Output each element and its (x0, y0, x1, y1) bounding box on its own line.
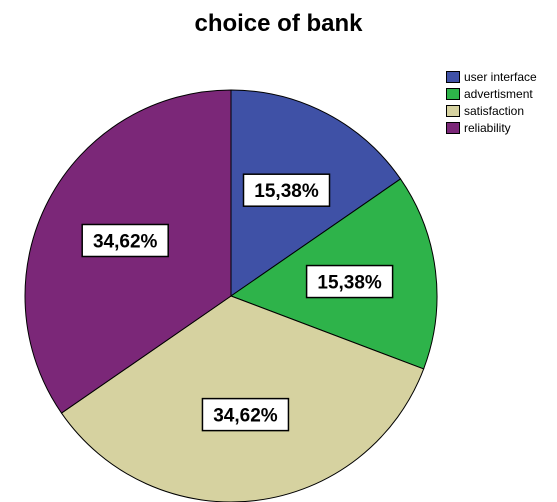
data-label-text: 15,38% (254, 181, 319, 202)
data-label-text: 34,62% (213, 406, 278, 427)
data-label-text: 34,62% (93, 231, 158, 252)
data-label: 15,38% (305, 264, 394, 299)
data-label-box (305, 264, 394, 299)
legend-label: advertisment (464, 86, 533, 101)
data-label-box (201, 397, 290, 432)
data-label-text: 15,38% (317, 273, 382, 294)
legend-item: user interface (446, 68, 557, 85)
data-label: 34,62% (81, 223, 169, 258)
legend-swatch (446, 104, 460, 117)
legend: user interface advertisment satisfaction… (446, 68, 557, 136)
data-label-box (242, 173, 331, 207)
legend-swatch (446, 121, 460, 134)
data-label: 15,38% (242, 173, 331, 207)
legend-label: satisfaction (464, 103, 525, 118)
data-label-box (81, 223, 169, 258)
data-label: 34,62% (201, 397, 290, 432)
legend-label: reliability (464, 120, 511, 135)
legend-item: reliability (446, 119, 557, 136)
legend-label: user interface (464, 69, 537, 84)
legend-swatch (446, 87, 460, 100)
legend-item: satisfaction (446, 102, 557, 119)
legend-item: advertisment (446, 85, 557, 102)
legend-swatch (446, 70, 460, 83)
chart-title: choice of bank (194, 10, 363, 37)
